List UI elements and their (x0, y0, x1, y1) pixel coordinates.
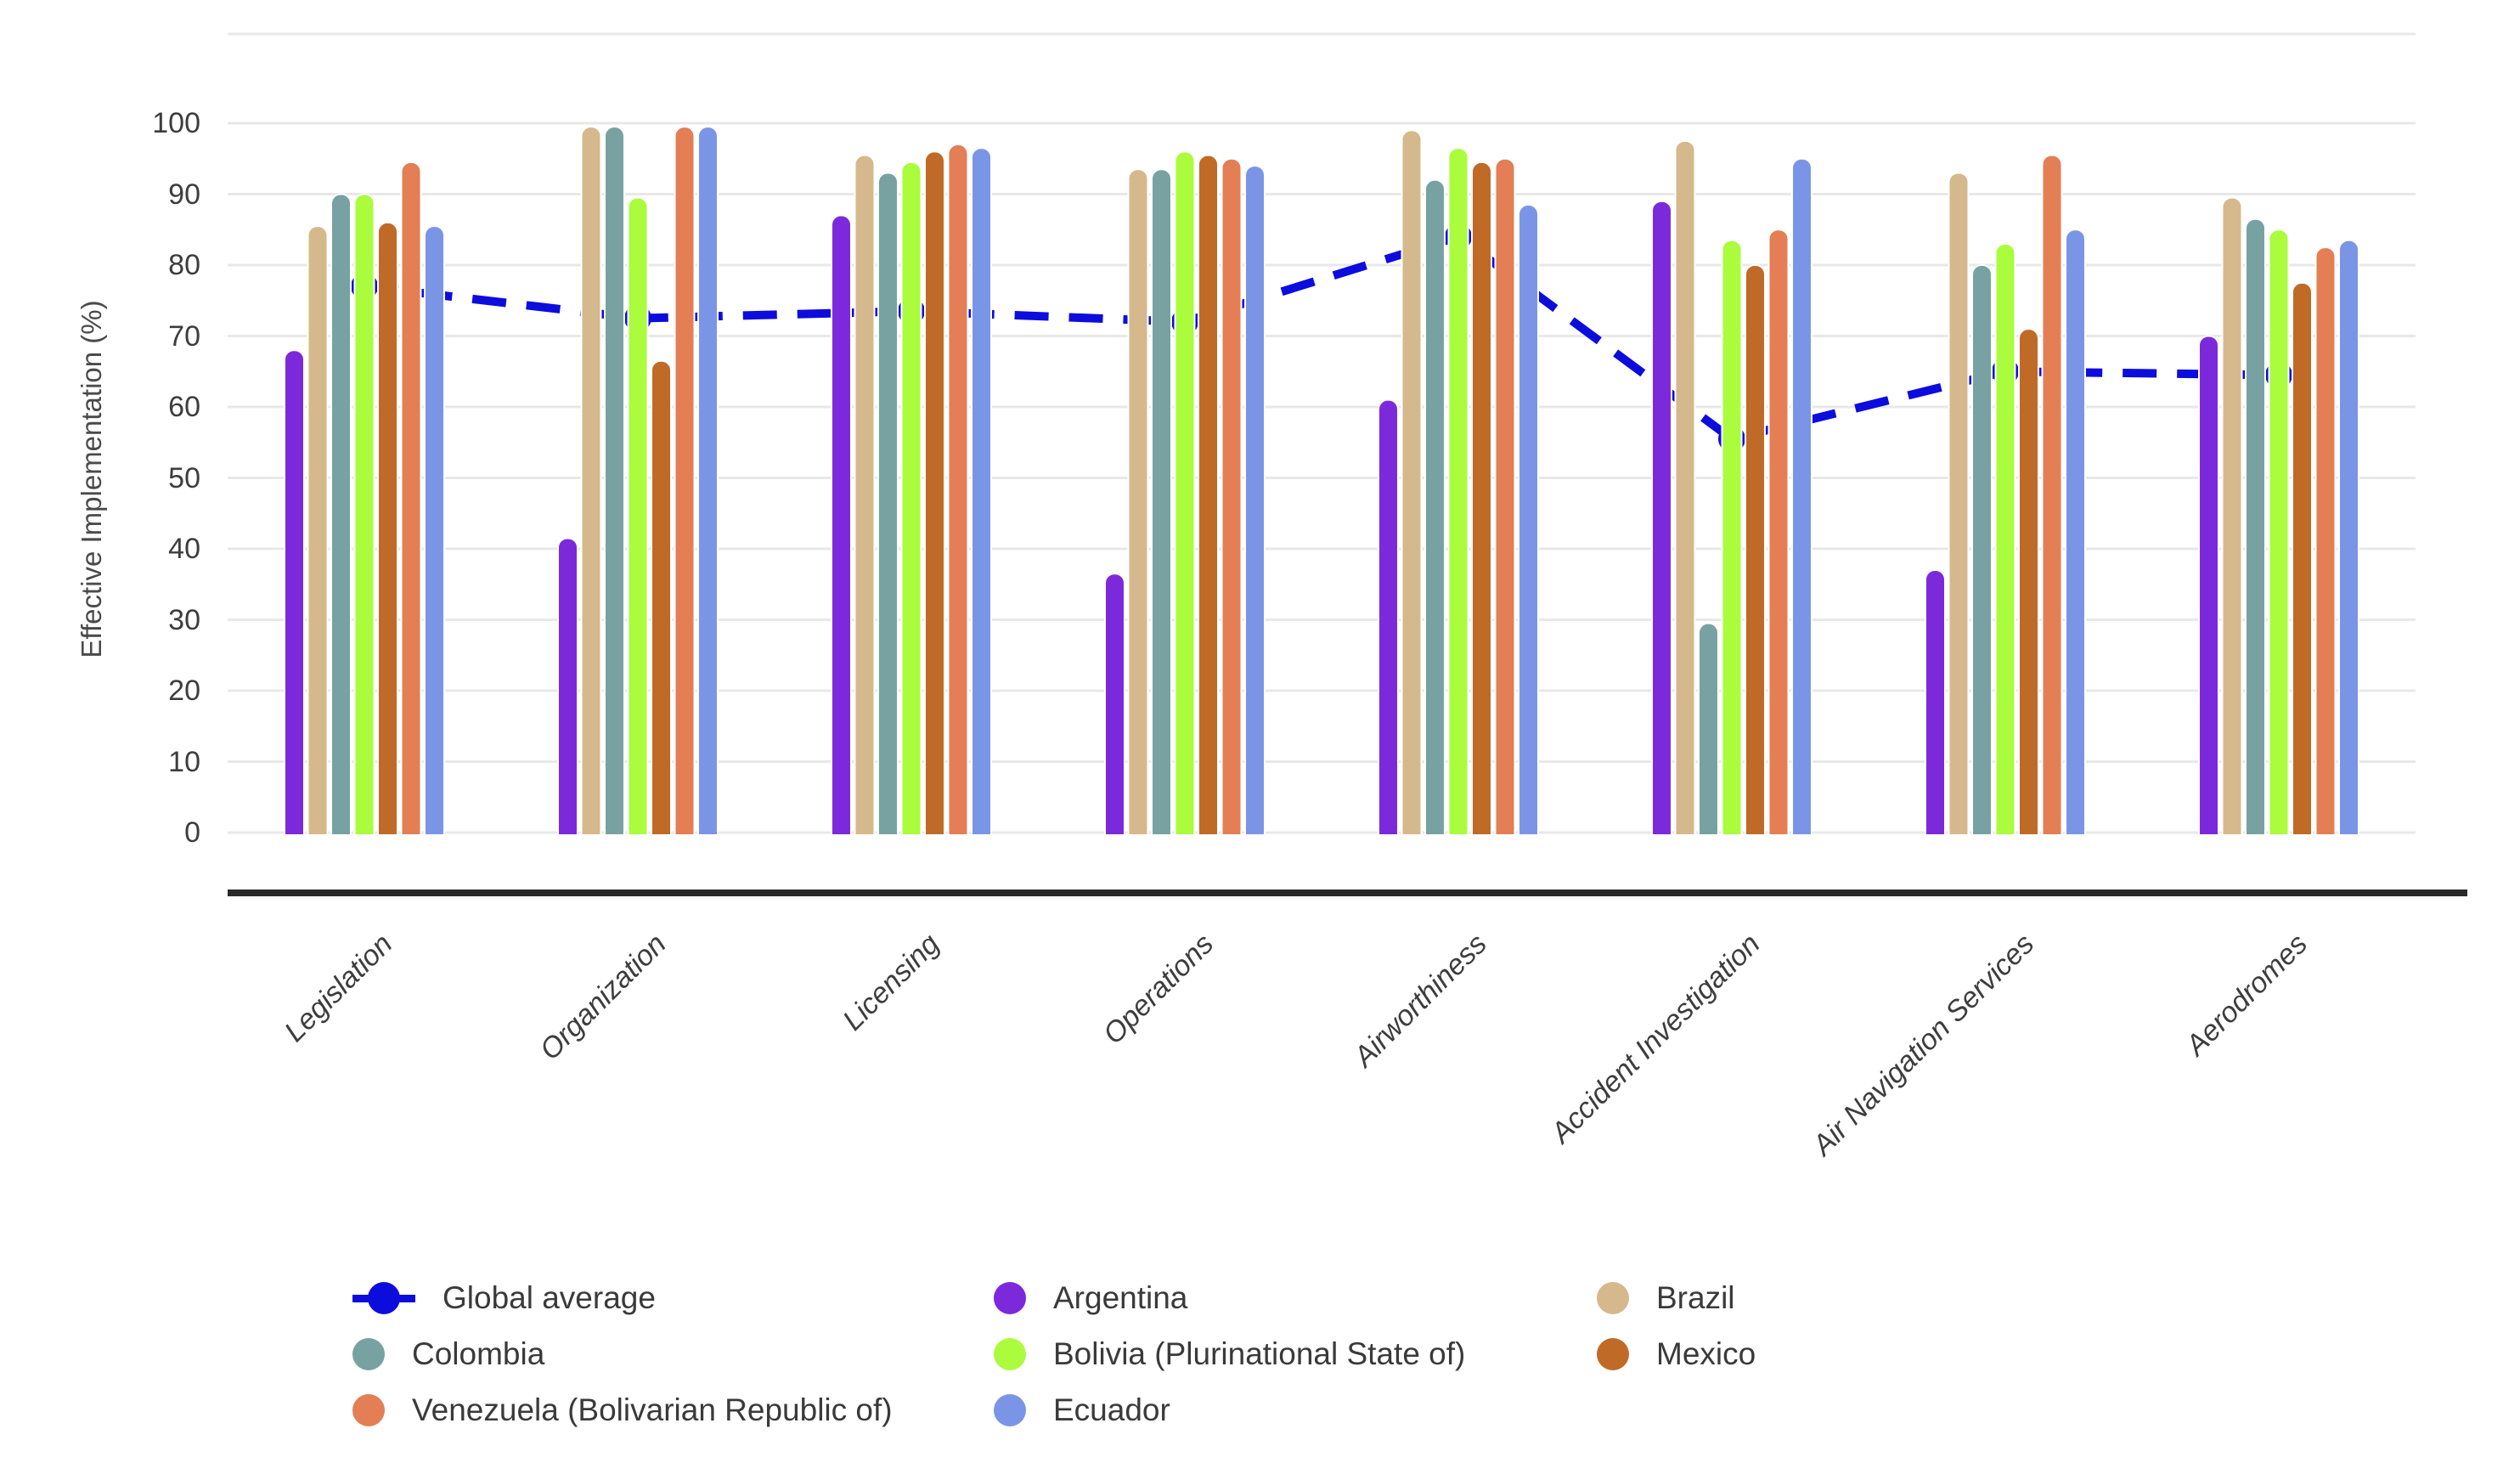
y-tick-label-60: 60 (168, 391, 200, 423)
bolivia-swatch-icon (994, 1338, 1026, 1370)
bar (2338, 239, 2359, 844)
bar (651, 359, 672, 844)
bar (971, 147, 992, 844)
legend-item-venezuela[interactable]: Venezuela (Bolivarian Republic of) (352, 1392, 893, 1429)
bar (400, 161, 422, 844)
bar (947, 144, 969, 844)
y-tick-label-80: 80 (168, 249, 200, 281)
bar (1948, 172, 1970, 844)
bar (2018, 328, 2039, 844)
bar (854, 154, 876, 844)
global-average-line-icon (352, 1282, 415, 1314)
bar (1651, 200, 1672, 844)
bar (627, 196, 649, 844)
bar (1745, 264, 1766, 844)
legend-label: Colombia (412, 1336, 545, 1371)
bar (924, 150, 945, 844)
bar (1971, 264, 1993, 844)
bar (2245, 217, 2266, 844)
bar (1221, 157, 1243, 844)
bar (2314, 246, 2337, 844)
y-tick-label-50: 50 (168, 461, 200, 494)
bar (831, 214, 852, 844)
bar (1698, 622, 1719, 844)
x-axis-line (228, 889, 2467, 896)
y-tick-label-30: 30 (168, 603, 200, 636)
bar (1198, 154, 1219, 844)
bar (877, 172, 899, 844)
legend-label: Venezuela (Bolivarian Republic of) (412, 1392, 893, 1427)
legend-label: Global average (443, 1280, 656, 1315)
bar (2292, 281, 2313, 844)
y-tick-label-10: 10 (168, 745, 200, 778)
ecuador-swatch-icon (994, 1394, 1026, 1426)
bar (1127, 168, 1149, 844)
bar (580, 126, 602, 844)
bar (307, 225, 329, 844)
gridlines (228, 32, 2416, 834)
brazil-swatch-icon (1597, 1282, 1629, 1314)
legend-label: Argentina (1053, 1280, 1188, 1315)
x-axis-spine (228, 889, 2467, 896)
bar (1244, 165, 1266, 844)
legend-item-argentina[interactable]: Argentina (994, 1279, 1187, 1317)
y-tick-label-20: 20 (168, 675, 200, 707)
bar (1994, 242, 2016, 844)
bar (377, 221, 398, 844)
bar (1721, 239, 1743, 844)
bar (1447, 147, 1469, 844)
bar (1378, 398, 1399, 844)
venezuela-swatch-icon (352, 1394, 385, 1426)
bar (1424, 178, 1446, 844)
y-tick-label-0: 0 (184, 816, 200, 849)
legend-label: Mexico (1656, 1336, 1756, 1371)
argentina-swatch-icon (994, 1282, 1026, 1314)
legend-item-brazil[interactable]: Brazil (1597, 1279, 1735, 1317)
bar (330, 193, 352, 844)
bar (1174, 150, 1196, 844)
bar (284, 349, 305, 844)
legend-label: Ecuador (1053, 1392, 1170, 1427)
bar (1518, 204, 1539, 844)
bar (353, 193, 375, 844)
bar (1925, 569, 1946, 844)
baseline-mask (202, 834, 2441, 846)
y-tick-label-40: 40 (168, 533, 200, 565)
bar (900, 161, 922, 844)
mexico-swatch-icon (1597, 1338, 1629, 1370)
legend-item-mexico[interactable]: Mexico (1597, 1336, 1756, 1373)
bar (697, 126, 719, 844)
bar (1674, 139, 1696, 844)
y-tick-label-90: 90 (168, 178, 200, 211)
bar (674, 126, 696, 844)
y-tick-label-100: 100 (152, 107, 200, 139)
bar (1494, 157, 1516, 844)
bar (2065, 229, 2086, 844)
bar (2268, 229, 2290, 844)
bar (1104, 573, 1125, 844)
y-tick-label-70: 70 (168, 319, 200, 353)
legend-item-bolivia[interactable]: Bolivia (Plurinational State of) (994, 1336, 1465, 1373)
bar (424, 225, 445, 844)
colombia-swatch-icon (352, 1338, 385, 1370)
bar (2221, 196, 2243, 844)
bar (1151, 168, 1172, 844)
legend-item-ecuador[interactable]: Ecuador (994, 1392, 1170, 1429)
legend-label: Brazil (1656, 1280, 1735, 1315)
bar (557, 537, 578, 844)
bar (2041, 154, 2063, 844)
bar (2198, 335, 2219, 844)
legend-label: Bolivia (Plurinational State of) (1053, 1336, 1466, 1371)
legend-item-global-average[interactable]: Global average (352, 1279, 656, 1317)
bar (1471, 161, 1492, 844)
legend-item-colombia[interactable]: Colombia (352, 1336, 544, 1373)
bar (604, 126, 625, 844)
bars (202, 126, 2441, 846)
bar (1767, 229, 1790, 844)
bar (1401, 129, 1423, 844)
bar (1791, 157, 1812, 844)
